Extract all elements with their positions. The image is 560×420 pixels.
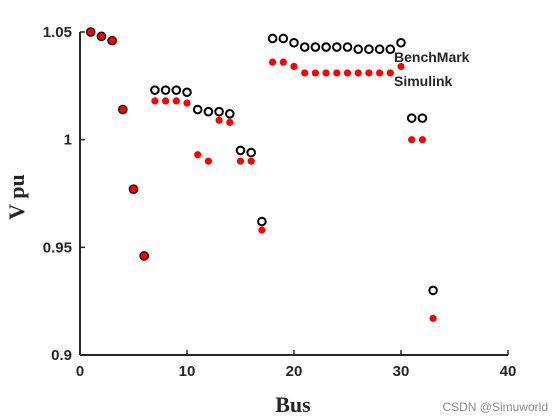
x-axis-title: Bus <box>275 392 311 417</box>
axes <box>79 31 509 356</box>
simulink-point <box>386 69 394 77</box>
benchmark-point <box>257 216 267 227</box>
simulink-point <box>311 69 319 77</box>
benchmark-point <box>299 42 310 52</box>
benchmark-point <box>118 104 128 115</box>
simulink-point <box>279 58 287 66</box>
simulink-point <box>322 69 330 77</box>
y-tick-label: 1.05 <box>43 24 72 41</box>
simulink-point <box>119 105 127 114</box>
benchmark-point <box>428 285 438 296</box>
tick-labels: 0 10 20 30 40 0.9 0.95 1 1.05 <box>43 24 517 380</box>
benchmark-point <box>406 113 417 123</box>
benchmark-point <box>128 184 139 194</box>
simulink-point <box>151 97 159 105</box>
x-tick-label: 0 <box>76 363 84 380</box>
benchmark-point <box>96 31 107 42</box>
simulink-point <box>376 69 384 77</box>
benchmark-point <box>171 85 182 95</box>
benchmark-point <box>235 145 246 156</box>
benchmark-point <box>278 33 289 44</box>
benchmark-point <box>267 33 278 44</box>
simulink-point <box>429 314 437 322</box>
simulink-point <box>258 226 266 234</box>
benchmark-point <box>353 44 364 55</box>
simulink-point <box>408 136 416 144</box>
benchmark-point <box>150 85 160 95</box>
simulink-point <box>162 97 170 105</box>
benchmark-point <box>321 42 331 52</box>
simulink-point <box>418 136 426 144</box>
simulink-point <box>140 252 148 260</box>
benchmark-point <box>139 251 149 261</box>
simulink-point <box>247 157 255 165</box>
benchmark-point <box>246 147 256 158</box>
simulink-point <box>87 28 95 36</box>
simulink-point <box>108 37 116 45</box>
benchmark-point <box>85 27 96 37</box>
benchmark-point <box>417 113 428 123</box>
simulink-point <box>194 151 202 159</box>
benchmark-point <box>364 44 374 55</box>
watermark: CSDN @Simuworld <box>442 400 548 414</box>
benchmark-point <box>203 106 214 117</box>
legend-label-simulink: Simulink <box>394 73 453 89</box>
y-tick-label: 0.9 <box>51 347 72 364</box>
benchmark-point <box>182 87 192 98</box>
benchmark-point <box>310 42 321 52</box>
x-tick-label: 10 <box>179 363 196 380</box>
simulink-point <box>97 32 105 40</box>
benchmark-point <box>214 106 224 117</box>
simulink-point <box>183 99 191 107</box>
legend: BenchMark Simulink <box>394 49 470 89</box>
benchmark-point <box>374 44 385 55</box>
simulink-point <box>333 69 341 77</box>
simulink-point <box>397 62 405 71</box>
simulink-point <box>343 69 352 77</box>
legend-label-benchmark: BenchMark <box>394 49 470 65</box>
simulink-point <box>290 62 298 71</box>
x-tick-label: 40 <box>500 363 517 380</box>
y-tick-label: 0.95 <box>43 239 72 256</box>
simulink-point <box>172 97 180 105</box>
simulink-point <box>215 116 223 124</box>
simulink-point <box>129 185 138 193</box>
benchmark-point <box>396 37 406 48</box>
x-tick-label: 30 <box>393 363 410 380</box>
benchmark-point <box>225 109 235 119</box>
benchmark-point <box>332 42 342 52</box>
benchmark-point <box>192 104 203 115</box>
benchmark-point <box>289 37 299 48</box>
simulink-point <box>269 58 277 66</box>
series-benchmark <box>85 27 438 296</box>
simulink-point <box>204 157 212 165</box>
benchmark-point <box>160 85 171 95</box>
y-axis-title: V pu <box>4 174 29 219</box>
simulink-point <box>236 157 245 165</box>
series-simulink <box>87 28 437 322</box>
simulink-point <box>365 69 373 77</box>
benchmark-point <box>107 35 117 46</box>
y-tick-label: 1 <box>64 132 72 149</box>
simulink-point <box>354 69 362 77</box>
benchmark-point <box>385 44 396 55</box>
benchmark-point <box>342 42 353 52</box>
x-tick-label: 20 <box>286 363 303 380</box>
simulink-point <box>226 118 234 127</box>
simulink-point <box>301 69 309 77</box>
